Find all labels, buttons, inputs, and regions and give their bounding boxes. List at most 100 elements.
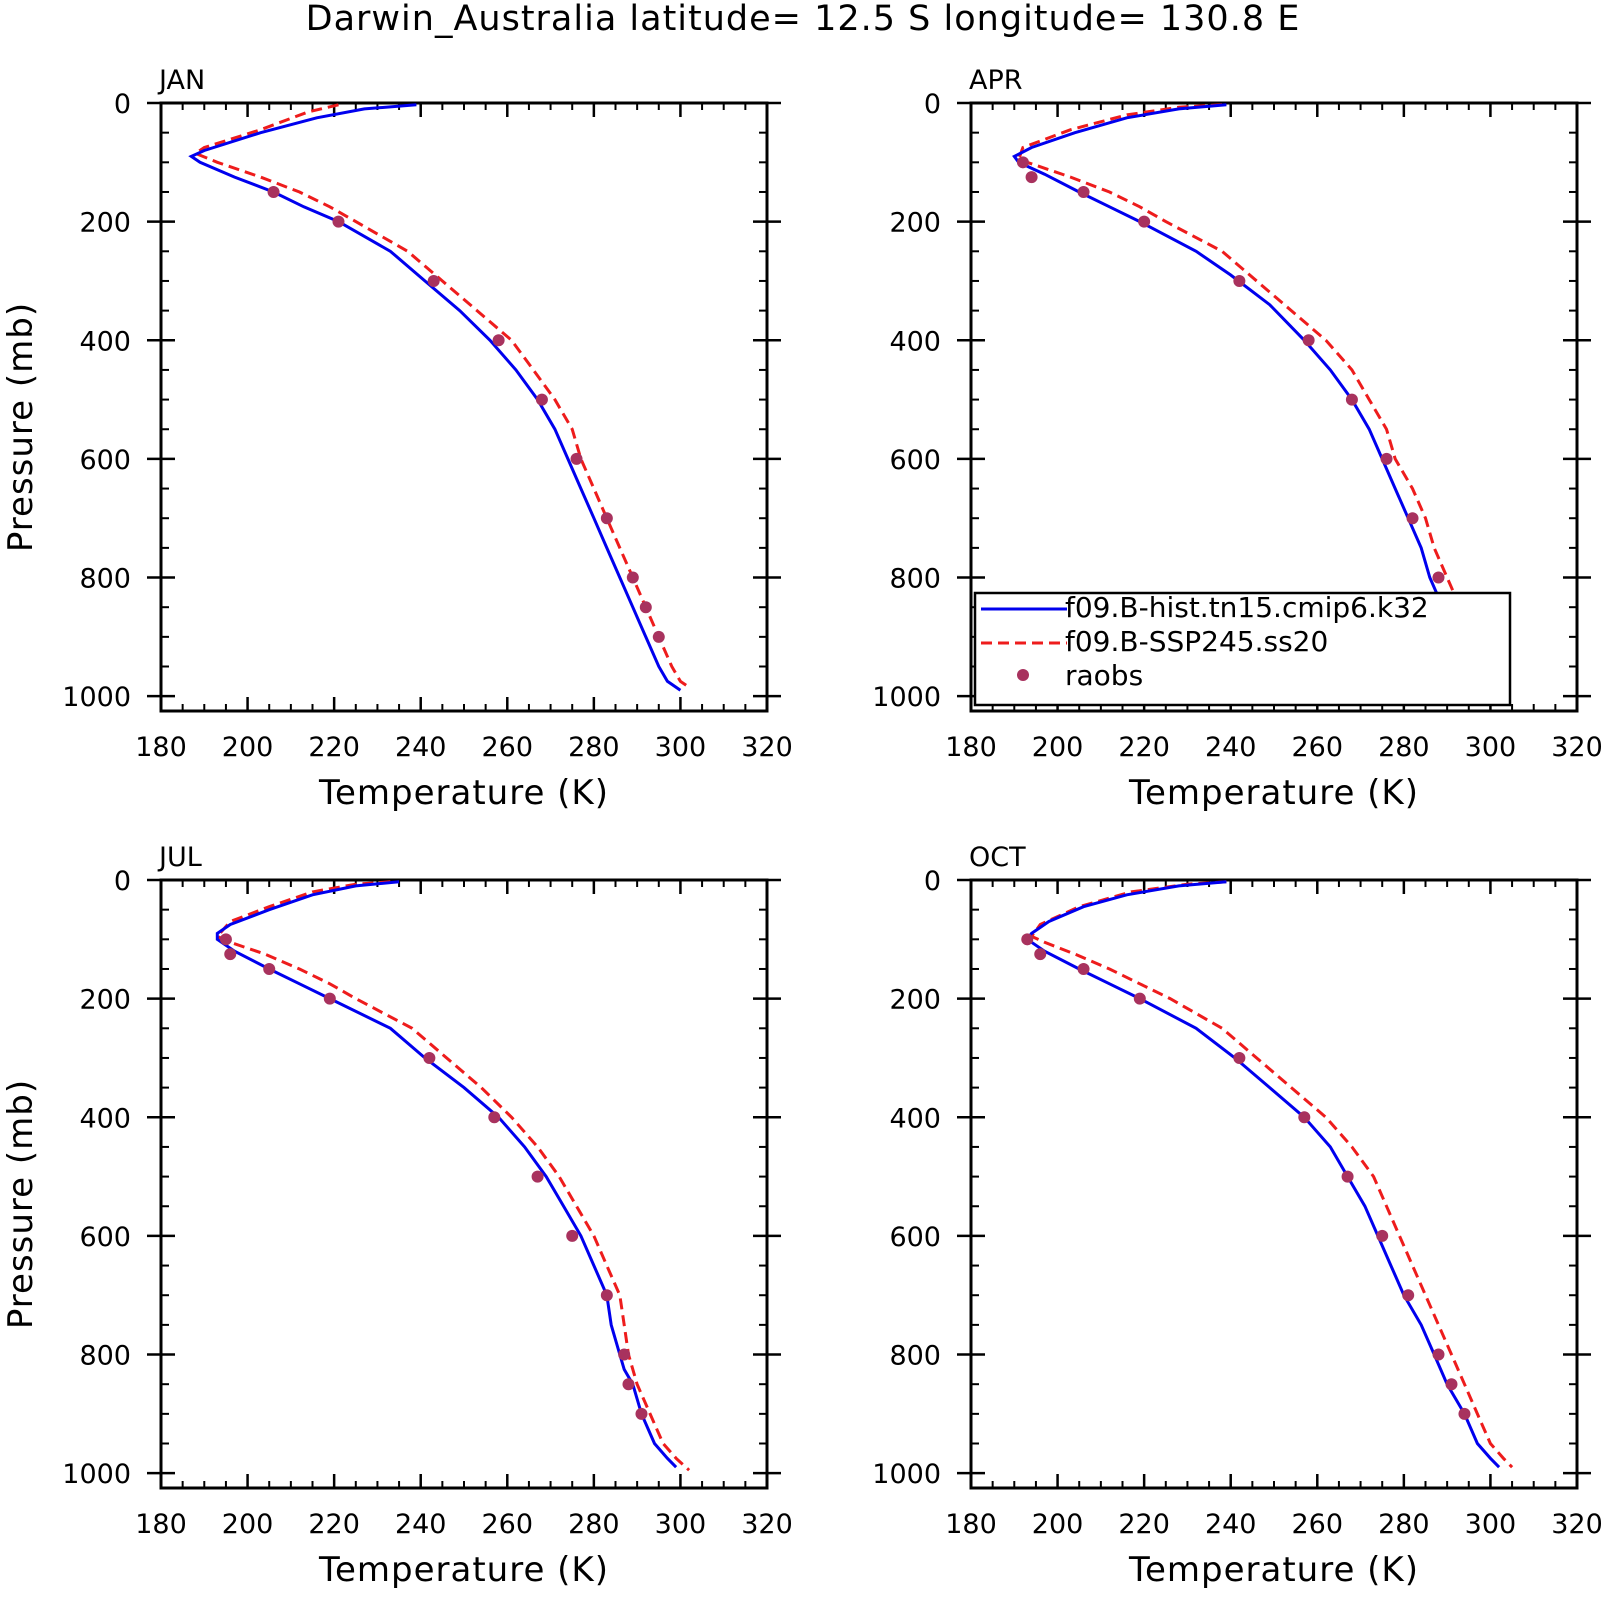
main-title: Darwin_Australia latitude= 12.5 S longit… bbox=[306, 0, 1301, 39]
raobs-point bbox=[267, 185, 280, 198]
y-axis-label: Pressure (mb) bbox=[1, 302, 41, 552]
series-line-ssp245 bbox=[1029, 880, 1514, 1469]
y-axis-label: Pressure (mb) bbox=[1, 1079, 41, 1329]
x-tick-label: 280 bbox=[568, 1509, 620, 1540]
raobs-point bbox=[1077, 962, 1090, 975]
x-tick-label: 320 bbox=[1551, 1509, 1603, 1540]
raobs-point bbox=[622, 1378, 635, 1391]
x-tick-label: 240 bbox=[1205, 1509, 1257, 1540]
x-tick-label: 300 bbox=[1465, 1509, 1517, 1540]
y-tick-label: 800 bbox=[889, 564, 941, 595]
raobs-point bbox=[1458, 1407, 1471, 1420]
plot-frame bbox=[159, 101, 769, 713]
raobs-point bbox=[1077, 185, 1090, 198]
raobs-point bbox=[1298, 1111, 1311, 1124]
x-tick-label: 320 bbox=[741, 1509, 793, 1540]
x-tick-label: 280 bbox=[568, 732, 620, 763]
x-tick-label: 220 bbox=[1118, 1509, 1170, 1540]
y-tick-label: 400 bbox=[889, 1103, 941, 1134]
raobs-point bbox=[224, 948, 237, 961]
raobs-point bbox=[1376, 1229, 1389, 1242]
legend-swatch-raobs bbox=[1017, 669, 1029, 681]
raobs-point bbox=[492, 334, 505, 347]
y-tick-label: 0 bbox=[924, 866, 941, 897]
y-tick-label: 600 bbox=[889, 1222, 941, 1253]
y-tick-label: 800 bbox=[79, 564, 131, 595]
raobs-point bbox=[1406, 512, 1419, 525]
x-tick-label: 240 bbox=[395, 1509, 447, 1540]
raobs-point bbox=[1302, 334, 1315, 347]
x-tick-label: 300 bbox=[1465, 732, 1517, 763]
legend: f09.B-hist.tn15.cmip6.k32f09.B-SSP245.ss… bbox=[973, 591, 1512, 707]
y-tick-label: 600 bbox=[889, 445, 941, 476]
y-tick-label: 1000 bbox=[62, 682, 131, 713]
x-tick-label: 180 bbox=[945, 732, 997, 763]
raobs-point bbox=[1138, 215, 1151, 228]
raobs-point bbox=[1432, 571, 1445, 584]
raobs-point bbox=[219, 933, 232, 946]
raobs-point bbox=[332, 215, 345, 228]
y-tick-label: 1000 bbox=[62, 1459, 131, 1490]
raobs-point bbox=[423, 1051, 436, 1064]
x-tick-label: 320 bbox=[741, 732, 793, 763]
panel-oct: OCT 180 200 220 240 260 280 300 320 0 200 400 600 800… bbox=[872, 842, 1602, 1590]
y-tick-label: 200 bbox=[889, 985, 941, 1016]
raobs-point bbox=[1025, 171, 1038, 184]
raobs-point bbox=[1021, 933, 1034, 946]
raobs-point bbox=[1133, 992, 1146, 1005]
x-tick-label: 220 bbox=[1118, 732, 1170, 763]
x-tick-label: 260 bbox=[1292, 1509, 1344, 1540]
x-tick-label: 240 bbox=[395, 732, 447, 763]
panel-label: JUL bbox=[157, 842, 202, 873]
legend-label: f09.B-SSP245.ss20 bbox=[1065, 625, 1328, 658]
raobs-point bbox=[635, 1407, 648, 1420]
panel-jan: JAN 180 200 220 240 260 280 300 320 0 200 400 600 800… bbox=[1, 65, 793, 813]
raobs-point bbox=[600, 1289, 613, 1302]
y-tick-label: 800 bbox=[79, 1341, 131, 1372]
raobs-point bbox=[535, 393, 548, 406]
raobs-point bbox=[1016, 156, 1029, 169]
raobs-point bbox=[263, 962, 276, 975]
legend-label: raobs bbox=[1065, 659, 1143, 692]
raobs-point bbox=[1402, 1289, 1415, 1302]
x-tick-label: 220 bbox=[308, 732, 360, 763]
x-tick-label: 200 bbox=[1032, 1509, 1084, 1540]
raobs-point bbox=[1341, 1170, 1354, 1183]
x-tick-label: 180 bbox=[135, 732, 187, 763]
raobs-point bbox=[1432, 1348, 1445, 1361]
x-tick-label: 200 bbox=[222, 1509, 274, 1540]
x-tick-label: 320 bbox=[1551, 732, 1603, 763]
raobs-point bbox=[1233, 274, 1246, 287]
panel-label: APR bbox=[969, 65, 1023, 96]
raobs-point bbox=[1345, 393, 1358, 406]
legend-label: f09.B-hist.tn15.cmip6.k32 bbox=[1065, 591, 1429, 624]
x-tick-label: 300 bbox=[655, 1509, 707, 1540]
series-line-hist bbox=[188, 103, 682, 692]
y-tick-label: 600 bbox=[79, 445, 131, 476]
raobs-point bbox=[1380, 452, 1393, 465]
raobs-point bbox=[488, 1111, 501, 1124]
series-line-ssp245 bbox=[192, 103, 690, 689]
y-tick-label: 1000 bbox=[872, 1459, 941, 1490]
y-tick-label: 200 bbox=[79, 985, 131, 1016]
y-tick-label: 800 bbox=[889, 1341, 941, 1372]
panel-label: JAN bbox=[157, 65, 205, 96]
raobs-point bbox=[618, 1348, 631, 1361]
y-tick-label: 0 bbox=[924, 89, 941, 120]
panel-label: OCT bbox=[969, 842, 1026, 873]
y-tick-label: 600 bbox=[79, 1222, 131, 1253]
raobs-point bbox=[1034, 948, 1047, 961]
x-tick-label: 180 bbox=[945, 1509, 997, 1540]
y-tick-label: 400 bbox=[79, 326, 131, 357]
x-tick-label: 220 bbox=[308, 1509, 360, 1540]
x-tick-label: 260 bbox=[482, 732, 534, 763]
raobs-point bbox=[427, 274, 440, 287]
panel-apr: APR 180 200 220 240 260 280 300 320 0 200 400 600 800… bbox=[872, 65, 1602, 813]
y-tick-label: 0 bbox=[114, 89, 131, 120]
raobs-point bbox=[531, 1170, 544, 1183]
series-line-ssp245 bbox=[214, 880, 691, 1472]
x-tick-label: 300 bbox=[655, 732, 707, 763]
raobs-point bbox=[600, 512, 613, 525]
